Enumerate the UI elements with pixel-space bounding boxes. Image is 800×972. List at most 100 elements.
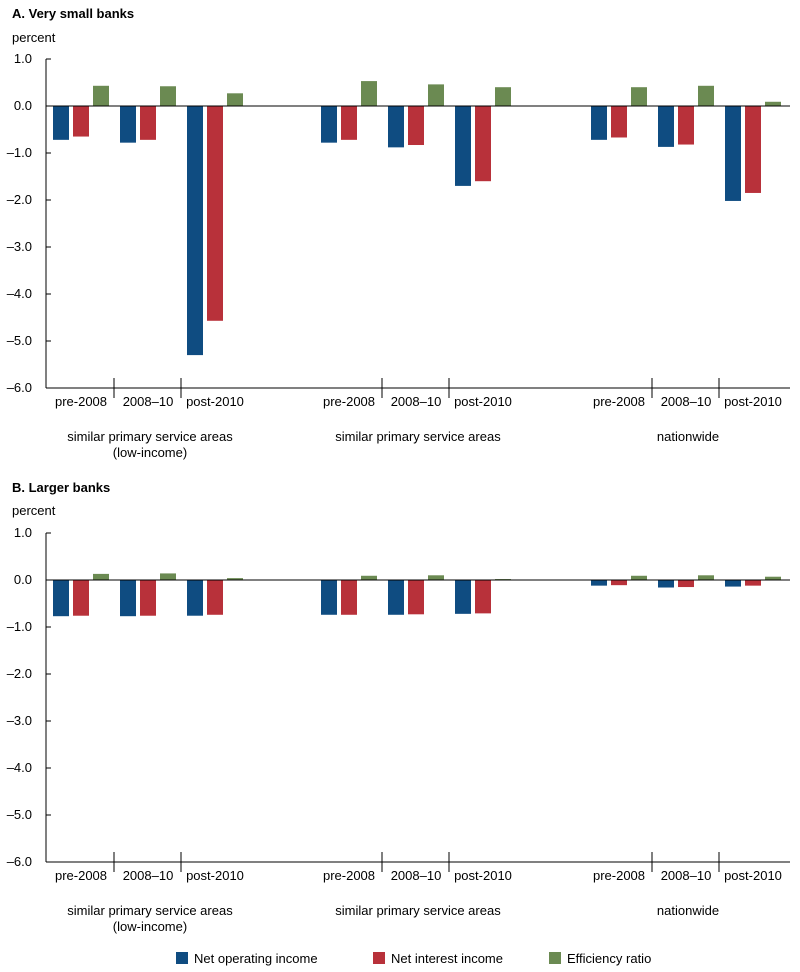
panel-b-bar-net-interest-income-1-1	[408, 580, 424, 615]
panel-b-category-label: pre-2008	[593, 868, 645, 883]
panel-a-bar-net-interest-income-0-2	[207, 106, 223, 321]
panel-b-y-tick-label: –5.0	[7, 807, 32, 822]
panel-b-bar-net-interest-income-2-0	[611, 580, 627, 586]
panel-b-y-unit: percent	[12, 503, 56, 518]
legend-swatch-net-interest-income	[373, 952, 385, 964]
panel-a-bar-net-interest-income-1-2	[475, 106, 491, 182]
panel-b-y-tick-label: –2.0	[7, 666, 32, 681]
panel-a-category-label: 2008–10	[391, 394, 442, 409]
panel-a-bar-net-operating-income-2-0	[591, 106, 607, 140]
panel-a-y-tick-label: 0.0	[14, 98, 32, 113]
panel-b-category-label: pre-2008	[323, 868, 375, 883]
panel-a-category-label: 2008–10	[661, 394, 712, 409]
panel-a-category-label: post-2010	[454, 394, 512, 409]
panel-a-bar-net-interest-income-1-0	[341, 106, 357, 140]
panel-a-bar-efficiency-ratio-1-1	[428, 84, 444, 106]
panel-a-bar-efficiency-ratio-2-1	[698, 85, 714, 106]
panel-a-bar-net-interest-income-0-0	[73, 106, 89, 137]
panel-a-group-label: similar primary service areas	[335, 429, 501, 444]
panel-b-y-tick-label: –4.0	[7, 760, 32, 775]
panel-a-y-tick-label: –1.0	[7, 145, 32, 160]
panel-b-bar-efficiency-ratio-1-0	[361, 575, 377, 580]
chart-a: 1.0 0.0 –1.0 –2.0 –3.0 –4.0 –5.0 –6.0 pre-2008 20…	[7, 51, 790, 460]
panel-b-y-tick-label: 1.0	[14, 525, 32, 540]
legend-swatch-net-operating-income	[176, 952, 188, 964]
panel-b-group-label: nationwide	[657, 903, 719, 918]
panel-a-y-tick-label: 1.0	[14, 51, 32, 66]
panel-b-bar-net-operating-income-1-0	[321, 580, 337, 615]
panel-b-bar-net-operating-income-2-1	[658, 580, 674, 588]
panel-a-category-label: pre-2008	[593, 394, 645, 409]
panel-b-category-label: post-2010	[454, 868, 512, 883]
legend-item-net-operating-income: Net operating income	[176, 951, 318, 966]
panel-a-bar-net-operating-income-2-1	[658, 106, 674, 147]
panel-a-bar-net-operating-income-0-0	[53, 106, 69, 140]
panel-a-y-tick-label: –6.0	[7, 380, 32, 395]
panel-a-bar-efficiency-ratio-1-2	[495, 87, 511, 106]
panel-a-bar-net-operating-income-1-1	[388, 106, 404, 148]
panel-b-bar-net-operating-income-1-1	[388, 580, 404, 615]
panel-a-y-tick-label: –3.0	[7, 239, 32, 254]
panel-b-category-label: 2008–10	[391, 868, 442, 883]
panel-a-category-label: pre-2008	[323, 394, 375, 409]
legend-label-net-interest-income: Net interest income	[391, 951, 503, 966]
panel-b-bar-efficiency-ratio-2-2	[765, 576, 781, 580]
panel-b-y-tick-label: –1.0	[7, 619, 32, 634]
panel-b-y-tick-label: 0.0	[14, 572, 32, 587]
panel-b-category-label: post-2010	[724, 868, 782, 883]
panel-a-group-label: nationwide	[657, 429, 719, 444]
panel-a-bar-net-operating-income-2-2	[725, 106, 741, 201]
panel-b-bar-net-interest-income-0-0	[73, 580, 89, 616]
panel-a-category-label: post-2010	[186, 394, 244, 409]
panel-b-bar-net-operating-income-0-0	[53, 580, 69, 617]
panel-b-bar-net-operating-income-2-0	[591, 580, 607, 586]
panel-b-bar-efficiency-ratio-0-0	[93, 573, 109, 580]
panel-b-category-label: pre-2008	[55, 868, 107, 883]
panel-a-category-label: pre-2008	[55, 394, 107, 409]
panel-a-group-label: (low-income)	[113, 445, 187, 460]
panel-a-bar-efficiency-ratio-2-2	[765, 101, 781, 106]
panel-b-group-label: similar primary service areas	[335, 903, 501, 918]
panel-b-bar-net-interest-income-0-2	[207, 580, 223, 615]
panel-a-title: A. Very small banks	[12, 6, 135, 21]
panel-b-bar-net-interest-income-2-2	[745, 580, 761, 586]
panel-b-bar-net-interest-income-1-0	[341, 580, 357, 615]
panel-b-bar-efficiency-ratio-0-2	[227, 578, 243, 580]
panel-a-y-tick-label: –5.0	[7, 333, 32, 348]
legend-item-net-interest-income: Net interest income	[373, 951, 503, 966]
panel-b-bar-net-interest-income-0-1	[140, 580, 156, 616]
panel-a-bar-efficiency-ratio-2-0	[631, 87, 647, 106]
panel-a-bar-efficiency-ratio-0-0	[93, 85, 109, 106]
panel-a-y-tick-label: –4.0	[7, 286, 32, 301]
panel-b-title: B. Larger banks	[12, 480, 111, 495]
panel-b-bar-efficiency-ratio-2-0	[631, 575, 647, 580]
panel-a-category-label: 2008–10	[123, 394, 174, 409]
panel-a-bar-efficiency-ratio-0-2	[227, 93, 243, 106]
panel-b-category-label: post-2010	[186, 868, 244, 883]
panel-b-group-label: (low-income)	[113, 919, 187, 934]
panel-a-bar-net-operating-income-1-0	[321, 106, 337, 143]
legend-label-efficiency-ratio: Efficiency ratio	[567, 951, 652, 966]
legend-label-net-operating-income: Net operating income	[194, 951, 318, 966]
panel-a-group-label: similar primary service areas	[67, 429, 233, 444]
panel-a-bar-net-operating-income-1-2	[455, 106, 471, 186]
panel-a-bar-net-operating-income-0-1	[120, 106, 136, 143]
panel-b-bar-efficiency-ratio-2-1	[698, 575, 714, 580]
panel-b-category-label: 2008–10	[661, 868, 712, 883]
panel-b-y-tick-label: –3.0	[7, 713, 32, 728]
panel-b-bar-net-operating-income-2-2	[725, 580, 741, 587]
panel-b-group-label: similar primary service areas	[67, 903, 233, 918]
panel-b-bar-net-interest-income-1-2	[475, 580, 491, 614]
panel-b-bar-efficiency-ratio-0-1	[160, 573, 176, 580]
panel-b-bar-net-operating-income-1-2	[455, 580, 471, 614]
legend-item-efficiency-ratio: Efficiency ratio	[549, 951, 651, 966]
panel-a-category-label: post-2010	[724, 394, 782, 409]
panel-b-bar-net-interest-income-2-1	[678, 580, 694, 588]
panel-b-bar-net-operating-income-0-1	[120, 580, 136, 617]
panel-a-bar-efficiency-ratio-1-0	[361, 81, 377, 106]
panel-a-bar-net-interest-income-1-1	[408, 106, 424, 146]
panel-b-bar-efficiency-ratio-1-1	[428, 575, 444, 580]
panel-a-bar-net-interest-income-2-2	[745, 106, 761, 193]
panel-a-bar-net-interest-income-2-1	[678, 106, 694, 145]
panel-a-bar-net-interest-income-2-0	[611, 106, 627, 138]
